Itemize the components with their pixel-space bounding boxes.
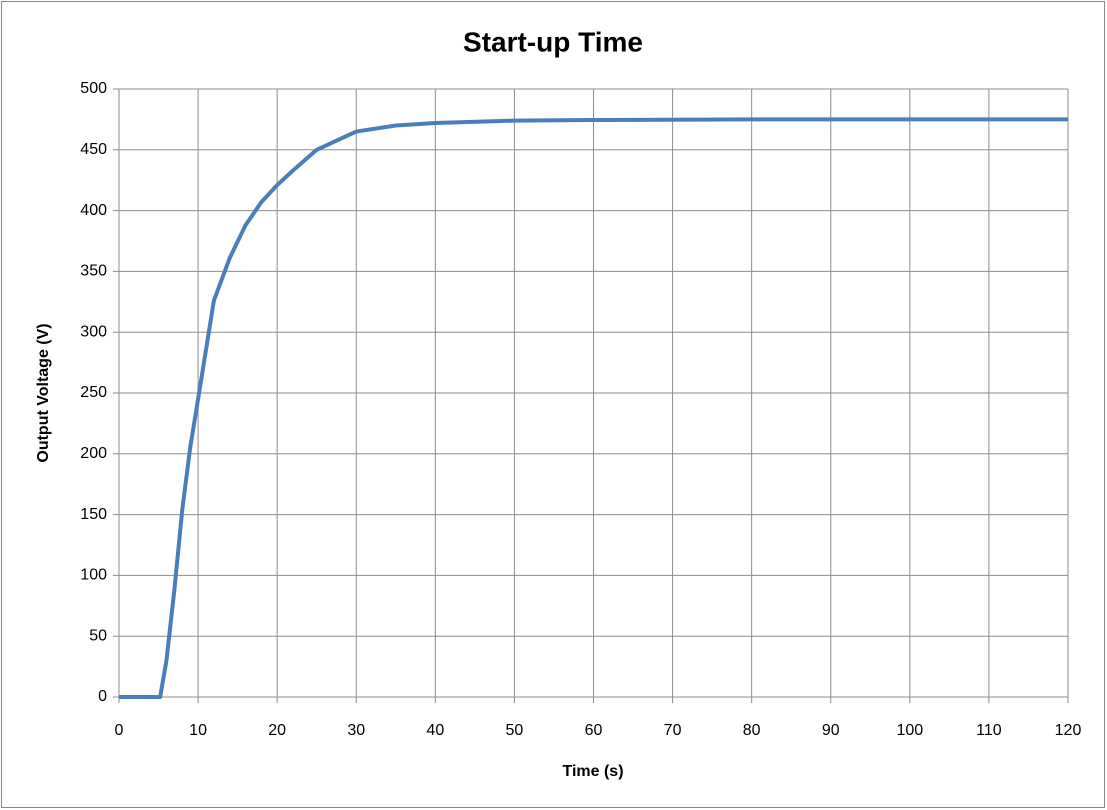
y-tick-label: 50 — [89, 627, 107, 644]
x-tick-label: 20 — [268, 722, 286, 739]
x-tick-label: 100 — [896, 722, 923, 739]
data-line — [119, 117, 1068, 699]
x-tick-label: 90 — [822, 722, 840, 739]
y-axis-label: Output Voltage (V) — [35, 323, 52, 462]
x-tick-label: 30 — [347, 722, 365, 739]
y-tick-label: 500 — [80, 80, 107, 97]
y-tick-label: 250 — [80, 384, 107, 401]
y-tick-label: 350 — [80, 263, 107, 280]
y-tick-label: 100 — [80, 567, 107, 584]
x-tick-label: 80 — [743, 722, 761, 739]
x-tick-label: 70 — [664, 722, 682, 739]
y-tick-label: 300 — [80, 323, 107, 340]
y-tick-label: 400 — [80, 202, 107, 219]
y-tick-label: 0 — [98, 688, 107, 705]
chart-title: Start-up Time — [463, 26, 643, 57]
x-tick-label: 0 — [115, 722, 124, 739]
x-tick-label: 10 — [189, 722, 207, 739]
x-tick-label: 40 — [426, 722, 444, 739]
x-axis-label: Time (s) — [562, 763, 623, 780]
y-tick-label: 450 — [80, 141, 107, 158]
x-tick-label: 120 — [1055, 722, 1082, 739]
x-tick-label: 50 — [506, 722, 524, 739]
y-tick-label: 150 — [80, 506, 107, 523]
x-tick-label: 60 — [585, 722, 603, 739]
y-tick-label: 200 — [80, 445, 107, 462]
x-tick-label: 110 — [976, 722, 1002, 739]
